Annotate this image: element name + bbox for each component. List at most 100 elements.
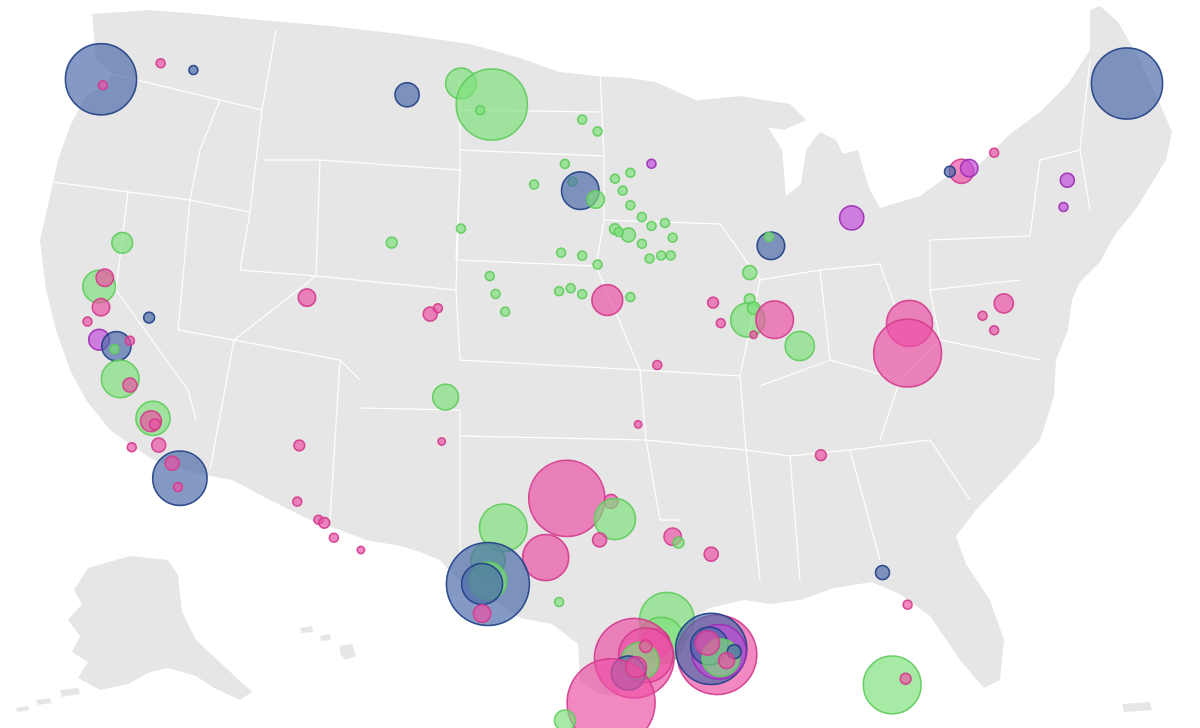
border-line-37 [1029,159,1041,237]
marker-pink-72 [328,532,340,544]
marker-green-8 [576,114,588,125]
marker-pink-66 [172,481,184,493]
marker-pink-50 [95,268,115,288]
border-line-27 [745,449,761,581]
marker-green-79 [593,497,637,541]
marker-blue-131 [943,165,957,178]
marker-pink-37 [591,283,624,317]
border-line-33 [819,263,901,321]
marker-green-109 [553,709,577,728]
marker-pink-75 [633,419,643,429]
border-line-39 [1079,59,1091,151]
marker-pink-51 [91,297,111,317]
border-line-18 [459,149,605,157]
marker-green-9 [592,126,603,137]
marker-pink-133 [988,147,1000,158]
hawaii-islands [300,626,356,660]
marker-pink-68 [293,439,306,452]
michigan-upper-peninsula [680,96,806,130]
marker-green-25 [659,217,671,229]
border-line-10 [329,359,341,521]
border-line-16 [455,289,641,371]
marker-blue-64 [151,450,208,507]
marker-green-10 [559,158,571,170]
marker-pink-65 [164,455,180,472]
marker-pink-86 [472,603,492,623]
marker-pink-2 [155,57,166,69]
marker-pink-73 [356,545,366,555]
border-line-15 [455,259,597,267]
border-line-30 [849,439,971,501]
marker-green-35 [565,282,577,294]
marker-green-126 [763,231,775,243]
marker-green-16 [617,185,629,196]
marker-purple-134 [1059,172,1076,188]
marker-green-17 [625,167,636,179]
marker-pink-138 [988,324,1000,336]
marker-blue-52 [142,311,156,324]
marker-green-26 [667,232,679,243]
aleutian-island-2 [36,698,52,705]
marker-pink-57 [82,316,93,327]
marker-green-36 [576,288,588,300]
marker-green-27 [636,238,648,250]
marker-green-40 [490,288,501,300]
alaska-shape [68,556,252,700]
marker-pink-71 [318,516,331,529]
marker-blue-85 [460,562,504,606]
aleutian-island-1 [60,688,80,697]
marker-pink-69 [291,496,303,507]
border-line-2 [189,99,221,201]
marker-pink-1 [97,80,109,91]
marker-green-41 [499,306,511,318]
marker-green-33 [592,259,603,270]
marker-green-124 [741,264,758,281]
marker-pink-67 [126,441,138,453]
marker-pink-136 [993,292,1015,314]
marker-green-15 [609,173,621,184]
marker-green-7 [474,105,486,116]
marker-green-38 [625,291,636,303]
marker-green-19 [636,211,648,223]
marker-blue-0 [64,42,138,116]
marker-blue-112 [874,564,891,581]
marker-pink-44 [297,288,317,308]
aleutian-island-3 [16,706,29,712]
marker-green-87 [553,596,565,608]
marker-pink-99 [624,655,648,679]
marker-blue-139 [1090,47,1164,120]
marker-pink-80 [591,532,608,548]
puerto-rico [1122,702,1152,712]
marker-pink-56 [124,335,136,347]
marker-green-31 [555,247,567,258]
marker-pink-106 [694,630,721,656]
marker-green-23 [613,226,625,238]
marker-pink-81 [521,533,570,582]
hawaii-island-2 [320,634,331,641]
marker-pink-114 [814,449,828,462]
marker-pink-121 [755,300,795,340]
marker-blue-3 [188,64,199,76]
border-line-32 [759,359,831,387]
marker-purple-135 [1058,201,1069,213]
marker-purple-132 [959,158,979,178]
marker-pink-46 [432,302,444,314]
marker-green-13 [586,190,606,210]
marker-green-34 [553,285,565,297]
markers-layer [64,42,1164,728]
marker-pink-123 [749,330,759,340]
marker-green-28 [644,253,655,264]
border-line-36 [929,235,1031,290]
marker-green-47 [431,383,460,411]
marker-pink-111 [899,672,912,685]
marker-green-14 [528,179,540,190]
border-line-13 [261,29,277,111]
marker-green-30 [665,250,677,261]
marker-green-6 [455,68,529,141]
marker-purple-20 [646,158,657,170]
marker-pink-77 [527,459,606,538]
border-line-8 [209,339,235,471]
marker-pink-137 [977,310,988,322]
marker-green-55 [109,343,120,355]
